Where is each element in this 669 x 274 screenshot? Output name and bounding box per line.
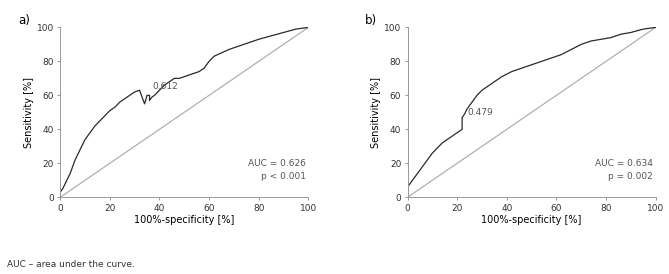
Text: AUC = 0.626
p < 0.001: AUC = 0.626 p < 0.001	[248, 159, 306, 181]
X-axis label: 100%-specificity [%]: 100%-specificity [%]	[482, 215, 582, 225]
Y-axis label: Sensitivity [%]: Sensitivity [%]	[371, 77, 381, 148]
Text: AUC – area under the curve.: AUC – area under the curve.	[7, 259, 134, 269]
Text: a): a)	[18, 14, 30, 27]
Text: b): b)	[365, 14, 377, 27]
Y-axis label: Sensitivity [%]: Sensitivity [%]	[24, 77, 34, 148]
Text: 0.612: 0.612	[152, 82, 178, 91]
Text: 0.479: 0.479	[467, 108, 493, 117]
X-axis label: 100%-specificity [%]: 100%-specificity [%]	[134, 215, 234, 225]
Text: AUC = 0.634
p = 0.002: AUC = 0.634 p = 0.002	[595, 159, 653, 181]
